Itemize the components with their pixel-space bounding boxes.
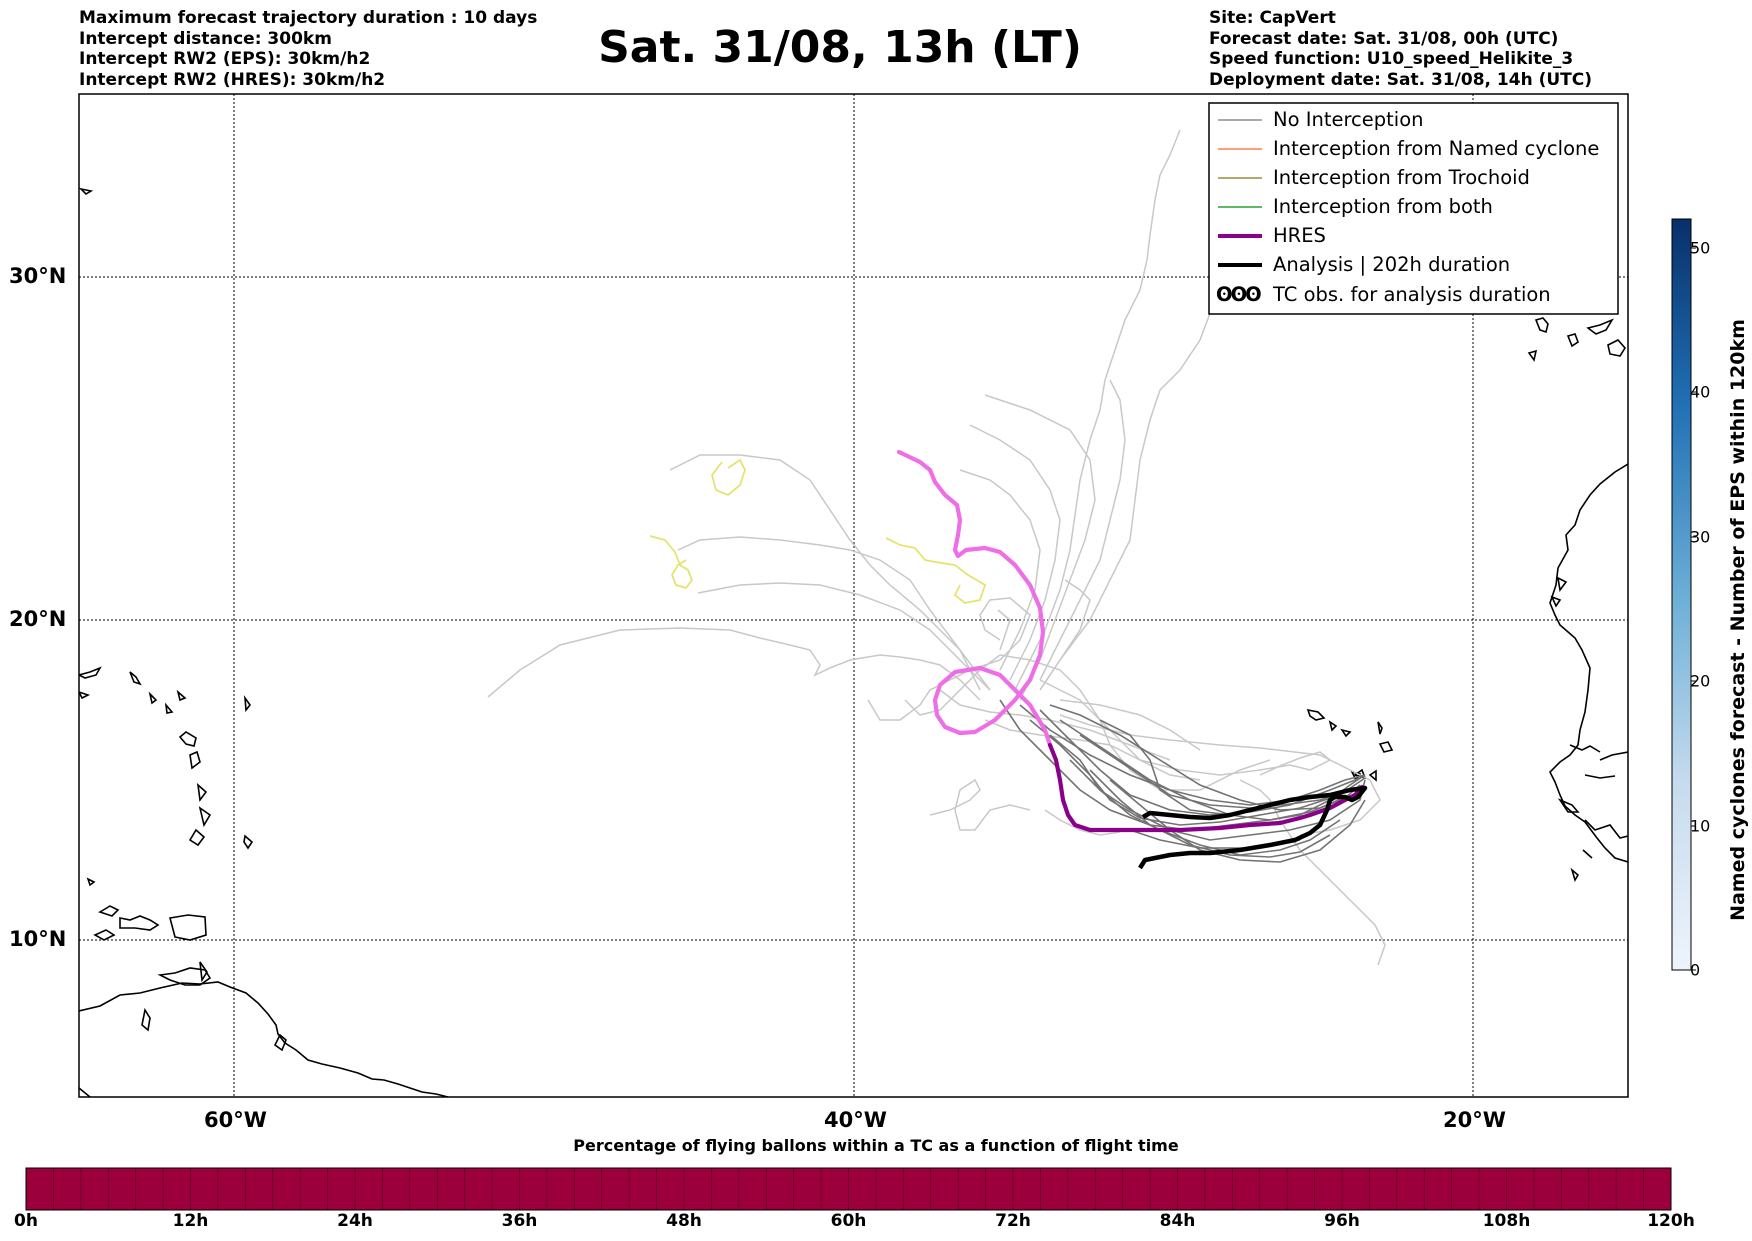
analysis-trajectory (1138, 785, 1368, 870)
time-tick-label: 72h (995, 1211, 1031, 1231)
legend-named-cyclone: Interception from Named cyclone (1273, 137, 1600, 160)
time-tick-label: 84h (1159, 1211, 1196, 1231)
eps-light-trajectories (487, 119, 1386, 966)
legend-no-interception: No Interception (1273, 108, 1424, 131)
trochoid-trajectories (649, 458, 987, 604)
intercept-hres-text: Intercept RW2 (HRES): 30km/h2 (79, 69, 386, 90)
lon-label-40w: 40°W (824, 1108, 887, 1132)
time-colorbar-ticks (25, 1168, 1672, 1210)
lon-label-60w: 60°W (204, 1108, 267, 1132)
cyclone-tick-0: 0 (1690, 960, 1701, 980)
hres-trajectory (896, 449, 1365, 833)
legend-swatches (1218, 119, 1262, 267)
legend-analysis: Analysis | 202h duration (1273, 253, 1511, 276)
time-tick-label: 24h (337, 1211, 373, 1231)
time-tick-label: 120h (1647, 1211, 1695, 1231)
time-tick-label: 96h (1324, 1211, 1360, 1231)
legend-box (1208, 102, 1619, 315)
run-info-left: Maximum forecast trajectory duration : 1… (79, 8, 537, 90)
time-tick-label: 108h (1482, 1211, 1531, 1231)
intercept-distance-text: Intercept distance: 300km (79, 28, 332, 49)
lat-label-30n: 30°N (9, 264, 67, 288)
time-tick-label: 36h (501, 1211, 538, 1231)
legend-tc-obs: TC obs. for analysis duration (1273, 283, 1551, 306)
graticule (79, 94, 1628, 1097)
speed-function-text: Speed function: U10_speed_Helikite_3 (1209, 49, 1574, 69)
time-tick-label: 12h (172, 1211, 209, 1231)
cyclone-tick-10: 10 (1690, 816, 1711, 836)
cyclone-colorbar-title: Named cyclones forecast - Number of EPS … (1727, 319, 1749, 921)
coastline (79, 187, 449, 1097)
cyclone-colorbar-ticks (1691, 247, 1696, 971)
time-colorbar (25, 1167, 1672, 1211)
run-info-right: Site: CapVert Forecast date: Sat. 31/08,… (1209, 8, 1592, 90)
coastline-africa (1306, 317, 1628, 882)
site-text: Site: CapVert (1209, 8, 1336, 28)
cyclone-colorbar (1671, 218, 1692, 971)
legend-both: Interception from both (1273, 195, 1493, 218)
lat-label-20n: 20°N (9, 607, 67, 631)
cyclone-tick-30: 30 (1690, 527, 1711, 547)
time-tick-label: 48h (666, 1211, 702, 1231)
intercept-eps-text: Intercept RW2 (EPS): 30km/h2 (79, 49, 371, 69)
lon-label-20w: 20°W (1443, 1108, 1506, 1132)
cyclone-tick-20: 20 (1690, 671, 1711, 691)
time-tick-label: 60h (830, 1211, 867, 1231)
time-tick-label: 0h (14, 1211, 38, 1231)
page-title: Sat. 31/08, 13h (LT) (598, 22, 1082, 73)
legend-trochoid: Interception from Trochoid (1273, 166, 1530, 189)
time-colorbar-title: Percentage of flying ballons within a TC… (573, 1136, 1179, 1155)
legend-hres: HRES (1273, 224, 1326, 247)
lat-label-10n: 10°N (9, 927, 67, 951)
max-duration-text: Maximum forecast trajectory duration : 1… (79, 8, 538, 28)
deployment-date-text: Deployment date: Sat. 31/08, 14h (UTC) (1209, 69, 1593, 90)
forecast-date-text: Forecast date: Sat. 31/08, 00h (UTC) (1209, 28, 1559, 49)
tc-obs-symbol-icon: ʘʘʘ (1216, 283, 1262, 306)
cyclone-tick-50: 50 (1690, 238, 1711, 258)
cyclone-tick-40: 40 (1690, 382, 1711, 402)
